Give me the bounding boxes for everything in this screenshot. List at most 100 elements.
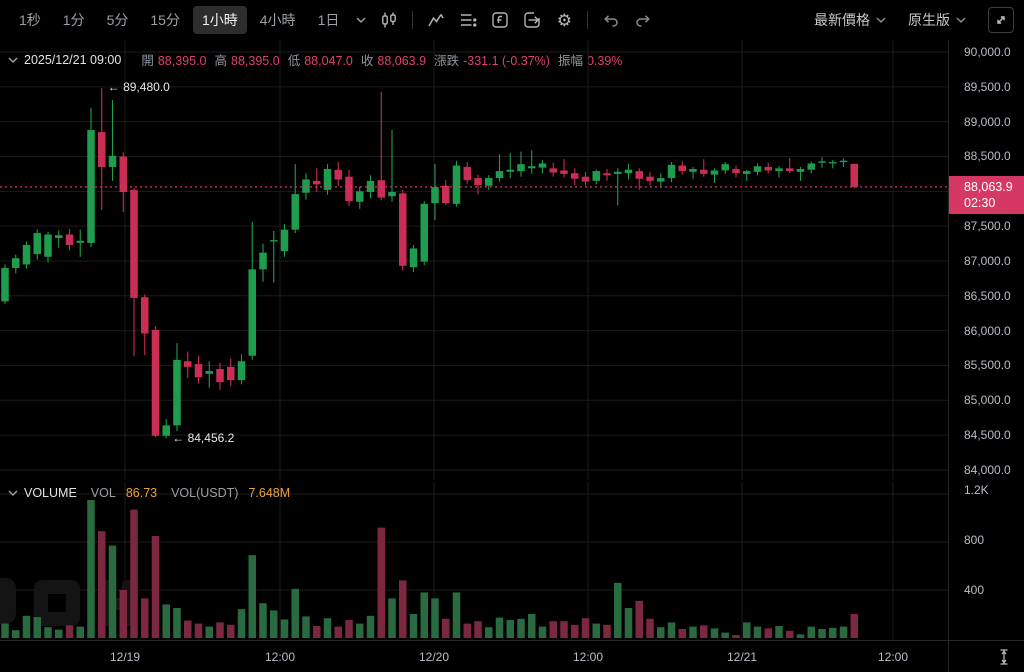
volume-bar (850, 614, 858, 638)
candle-body (334, 169, 342, 180)
candle-countdown: 02:30 (964, 195, 996, 210)
ohlc-field-value: 0.39% (586, 54, 623, 68)
timeframe-button-1秒[interactable]: 1秒 (10, 6, 50, 34)
candle-body (753, 166, 762, 172)
price-mode-label: 最新價格 (814, 12, 870, 28)
volume-bar (764, 628, 772, 638)
timeframe-button-1分[interactable]: 1分 (54, 6, 94, 34)
undo-icon[interactable] (596, 6, 626, 34)
collapse-chevron-icon[interactable] (8, 489, 18, 497)
time-axis-label: 12/20 (418, 650, 450, 664)
candlestick-chart-type-icon[interactable] (374, 6, 404, 34)
axis-scale-button[interactable] (990, 646, 1018, 668)
volume-bar (291, 588, 299, 638)
price-axis-label: 85,000.0 (964, 393, 1011, 408)
vol-usdt-value: 7.648M (248, 486, 291, 500)
candle-body (442, 185, 450, 204)
volume-bar (237, 609, 246, 638)
candle-body (313, 180, 321, 185)
volume-bar (33, 617, 41, 638)
volume-bar (560, 621, 568, 638)
candle-body (549, 168, 557, 173)
volume-bar (485, 627, 493, 638)
candle-body (270, 240, 278, 242)
candle-body (581, 176, 590, 182)
display-settings-icon[interactable] (453, 6, 483, 34)
volume-bar (463, 623, 471, 638)
candle-body (194, 364, 203, 378)
timeframe-button-4小時[interactable]: 4小時 (251, 6, 305, 34)
volume-bar (624, 608, 633, 638)
indicator-icon[interactable] (421, 6, 451, 34)
candle-body (280, 229, 289, 252)
ohlc-readout: 2025/12/21 09:00 開 88,395.0 高 88,395.0 低 88,0… (8, 50, 622, 69)
candle-body (173, 359, 181, 426)
fullscreen-button[interactable] (988, 7, 1014, 33)
volume-bar (807, 626, 815, 638)
candle-body (678, 165, 686, 172)
volume-bar (44, 627, 52, 638)
gear-icon[interactable]: ⚙ (556, 10, 572, 30)
volume-bar (366, 615, 375, 638)
candle-body (227, 366, 235, 381)
current-price-value: 88,063.9 (964, 179, 1013, 194)
candle-body (732, 169, 740, 174)
volume-bar (1, 623, 9, 638)
candle-body (710, 170, 719, 175)
candle-body (345, 176, 353, 202)
vol-value: 86.73 (125, 486, 158, 500)
price-axis-label: 84,500.0 (964, 428, 1011, 443)
price-axis-label: 86,500.0 (964, 288, 1011, 303)
volume-bar (603, 624, 611, 638)
time-axis-label: 12:00 (877, 650, 909, 664)
candle-body (141, 297, 149, 334)
ohlc-field-label: 低 (287, 54, 301, 68)
candlesticks (1, 88, 858, 439)
timeframe-button-15分[interactable]: 15分 (141, 6, 189, 34)
candle-body (1, 267, 9, 302)
price-axis-label: 84,000.0 (964, 462, 1011, 477)
ohlc-field-value: -331.1 (-0.37%) (463, 54, 550, 68)
price-axis-label: 85,500.0 (964, 358, 1011, 373)
candle-body (162, 425, 170, 436)
candle-body (323, 169, 332, 190)
volume-bar (452, 592, 461, 638)
volume-bar (549, 621, 557, 638)
candle-body (119, 156, 127, 193)
timeframe-button-1日[interactable]: 1日 (309, 6, 349, 34)
volume-bar (495, 617, 504, 638)
price-axis-label: 87,500.0 (964, 219, 1011, 234)
timeframe-button-1小時[interactable]: 1小時 (192, 6, 247, 34)
timeframe-more-chevron-icon[interactable] (350, 16, 372, 24)
volume-bar (732, 635, 740, 638)
volume-bar (141, 598, 149, 638)
save-layout-icon[interactable] (517, 6, 547, 34)
candle-body (33, 233, 41, 255)
collapse-chevron-icon[interactable] (8, 56, 18, 64)
formula-icon[interactable] (485, 6, 515, 34)
volume-bar (442, 618, 450, 638)
expand-icon (997, 16, 1005, 24)
volume-bar (377, 527, 385, 638)
chevron-down-icon (876, 17, 886, 24)
price-pane[interactable] (0, 40, 948, 480)
candle-body (399, 193, 407, 266)
volume-pane[interactable] (0, 482, 948, 640)
volume-bar (592, 623, 600, 638)
version-dropdown[interactable]: 原生版 (908, 10, 966, 30)
candle-body (12, 258, 20, 268)
redo-icon[interactable] (628, 6, 658, 34)
volume-bar (302, 616, 310, 638)
candle-body (743, 171, 751, 174)
price-mode-dropdown[interactable]: 最新價格 (814, 10, 886, 30)
volume-bar (581, 618, 590, 638)
volume-axis-label: 400 (964, 583, 985, 597)
volume-bar (678, 629, 686, 638)
volume-bar (334, 626, 342, 638)
timeframe-button-5分[interactable]: 5分 (98, 6, 138, 34)
volume-bar (538, 626, 547, 638)
time-axis-label: 12/21 (726, 650, 758, 664)
volume-bar (753, 626, 762, 638)
candle-body (22, 244, 31, 265)
